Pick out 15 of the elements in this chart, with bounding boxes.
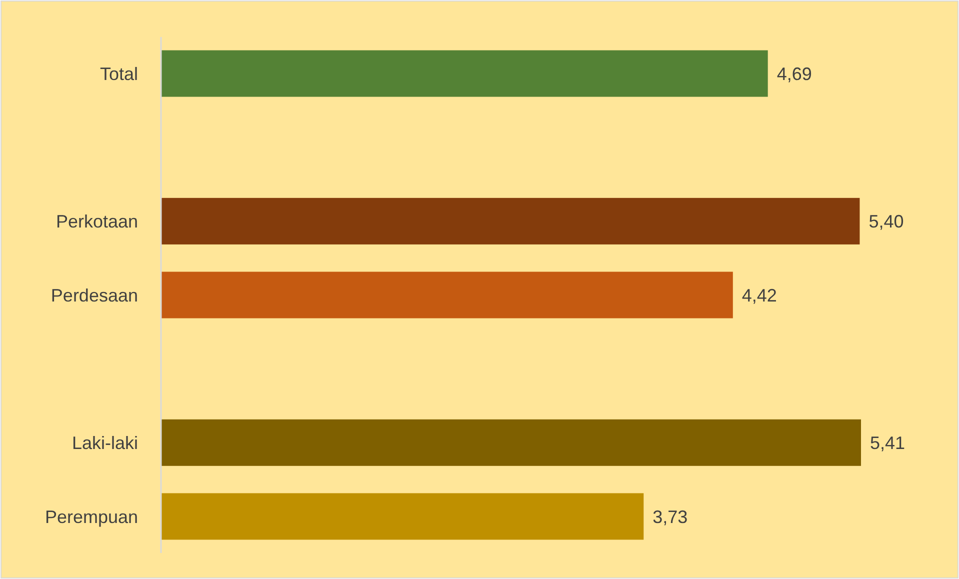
y-tick-label: Perdesaan <box>50 285 138 306</box>
y-tick-label: Laki-laki <box>72 432 138 453</box>
data-label: 5,41 <box>870 432 906 453</box>
y-tick-label: Perempuan <box>44 506 138 527</box>
data-label: 4,69 <box>776 64 812 84</box>
y-tick-label: Total <box>100 64 138 84</box>
bar <box>161 198 860 244</box>
bar <box>161 419 861 466</box>
data-label: 3,73 <box>652 506 688 527</box>
data-label: 5,40 <box>868 211 904 232</box>
data-label: 4,42 <box>742 285 777 306</box>
bar <box>161 493 644 540</box>
y-tick-label: Perkotaan <box>56 211 138 232</box>
bar <box>161 272 733 318</box>
bar <box>161 50 768 97</box>
